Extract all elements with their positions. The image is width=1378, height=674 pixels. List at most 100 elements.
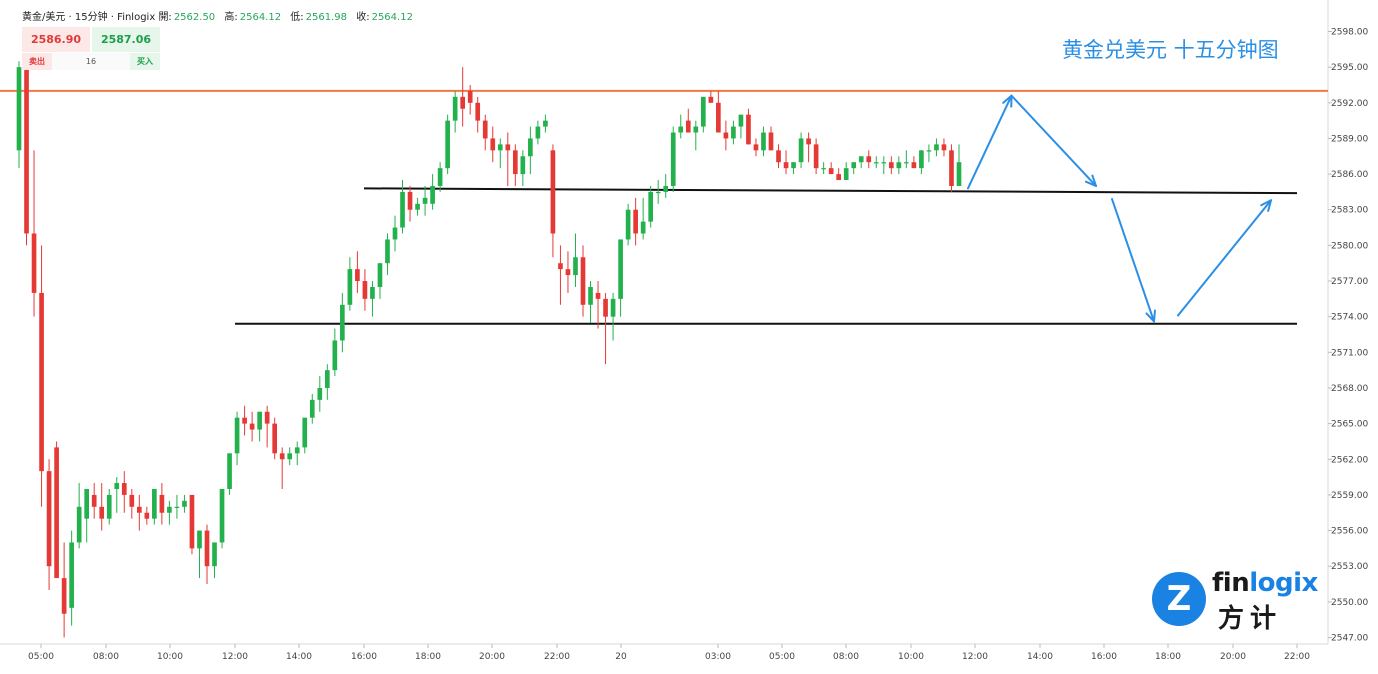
candle-body bbox=[159, 494, 165, 513]
x-tick-label: 12:00 bbox=[222, 652, 248, 662]
close-label: 收: bbox=[356, 12, 370, 23]
low-value: 2561.98 bbox=[305, 12, 348, 23]
candle-body bbox=[746, 114, 751, 145]
candle-body bbox=[603, 298, 608, 317]
candle-body bbox=[121, 483, 127, 495]
x-tick-label: 08:00 bbox=[833, 652, 859, 662]
sell-button[interactable]: 卖出 bbox=[22, 53, 52, 70]
candle-body bbox=[114, 483, 120, 489]
candle-body bbox=[415, 203, 420, 210]
candle-body bbox=[678, 126, 684, 133]
candle-body bbox=[106, 494, 112, 519]
candle-body bbox=[633, 209, 638, 234]
candle-body bbox=[324, 370, 330, 388]
candle-body bbox=[167, 506, 172, 513]
candle-body bbox=[46, 471, 52, 567]
y-tick-label: 2571.00 bbox=[1331, 348, 1368, 358]
candle-body bbox=[445, 120, 450, 169]
projection-arrow-head bbox=[1145, 309, 1156, 323]
x-tick-label: 20 bbox=[615, 652, 627, 662]
candle-body bbox=[99, 506, 105, 519]
spread-value: 16 bbox=[52, 53, 130, 70]
candle-body bbox=[776, 150, 781, 163]
candle-body bbox=[881, 162, 887, 164]
candle-body bbox=[332, 340, 338, 371]
finlogix-logo-icon: Z bbox=[1152, 572, 1206, 626]
candle-body bbox=[851, 162, 857, 169]
candle-body bbox=[54, 447, 59, 579]
projection-arrow-line bbox=[1177, 199, 1272, 317]
candle-body bbox=[294, 447, 300, 454]
candle-body bbox=[370, 286, 375, 299]
candle-body bbox=[512, 150, 518, 175]
candle-body bbox=[204, 530, 210, 567]
chart-title: 黄金兑美元 十五分钟图 bbox=[1062, 38, 1279, 62]
candle-body bbox=[437, 168, 443, 186]
candle-body bbox=[911, 162, 917, 169]
candle-body bbox=[843, 168, 849, 181]
candle-body bbox=[821, 168, 826, 170]
open-value: 2562.50 bbox=[173, 12, 216, 23]
candle-body bbox=[182, 500, 187, 507]
candle-body bbox=[934, 144, 939, 151]
candle-body bbox=[670, 132, 676, 186]
candle-body bbox=[467, 90, 473, 103]
y-tick-label: 2553.00 bbox=[1331, 562, 1368, 572]
candle-body bbox=[497, 144, 503, 151]
x-tick-label: 20:00 bbox=[479, 652, 505, 662]
candle-body bbox=[761, 132, 766, 151]
x-tick-label: 14:00 bbox=[1027, 652, 1053, 662]
candle-body bbox=[738, 114, 744, 127]
candle-body bbox=[347, 269, 353, 305]
candle-body bbox=[152, 488, 157, 519]
candle-body bbox=[956, 162, 962, 186]
x-tick-label: 14:00 bbox=[286, 652, 312, 662]
candle-body bbox=[873, 162, 879, 164]
candle-body bbox=[189, 494, 195, 549]
candle-body bbox=[76, 506, 82, 543]
candle-body bbox=[197, 530, 202, 549]
x-tick-label: 22:00 bbox=[1284, 652, 1310, 662]
high-value: 2564.12 bbox=[239, 12, 282, 23]
candle-body bbox=[212, 542, 217, 567]
y-tick-label: 2562.00 bbox=[1331, 455, 1368, 465]
candle-body bbox=[490, 138, 496, 151]
buy-price-button[interactable]: 2587.06 bbox=[92, 27, 160, 52]
candle-body bbox=[249, 423, 255, 430]
x-tick-label: 18:00 bbox=[1155, 652, 1181, 662]
chart-header: 黄金/美元 · 15分钟 · Finlogix 開: 2562.50 高: 2564… bbox=[22, 8, 419, 23]
symbol-label: 黄金/美元 · 15分钟 · Finlogix bbox=[22, 12, 156, 23]
y-tick-label: 2550.00 bbox=[1331, 598, 1368, 608]
candle-body bbox=[174, 506, 180, 508]
trade-widget: 2586.90 2587.06 卖出 16 买入 bbox=[22, 27, 160, 71]
y-tick-label: 2595.00 bbox=[1331, 63, 1368, 73]
x-tick-label: 16:00 bbox=[351, 652, 377, 662]
candle-body bbox=[731, 126, 736, 139]
candle-body bbox=[588, 286, 593, 305]
candle-body bbox=[430, 185, 435, 204]
candle-body bbox=[858, 156, 864, 163]
candle-body bbox=[422, 197, 428, 204]
candle-body bbox=[565, 269, 571, 276]
candle-body bbox=[129, 494, 135, 507]
candle-body bbox=[723, 132, 729, 139]
buy-button[interactable]: 买入 bbox=[130, 53, 160, 70]
candle-body bbox=[558, 263, 563, 270]
candle-body bbox=[16, 67, 22, 151]
candle-body bbox=[279, 453, 285, 460]
candle-body bbox=[242, 417, 247, 424]
candle-body bbox=[272, 423, 278, 454]
candle-body bbox=[31, 233, 37, 293]
projection-arrow-line bbox=[1010, 94, 1097, 187]
projection-arrow-line bbox=[967, 94, 1013, 190]
candle-body bbox=[550, 150, 556, 234]
candle-body bbox=[227, 453, 232, 489]
x-tick-label: 08:00 bbox=[93, 652, 119, 662]
candle-body bbox=[136, 506, 142, 513]
projection-arrow-line bbox=[1111, 198, 1155, 323]
x-tick-label: 22:00 bbox=[544, 652, 570, 662]
candle-body bbox=[663, 185, 669, 192]
candle-body bbox=[385, 239, 390, 264]
sell-price-button[interactable]: 2586.90 bbox=[22, 27, 90, 52]
low-label: 低: bbox=[290, 12, 304, 23]
